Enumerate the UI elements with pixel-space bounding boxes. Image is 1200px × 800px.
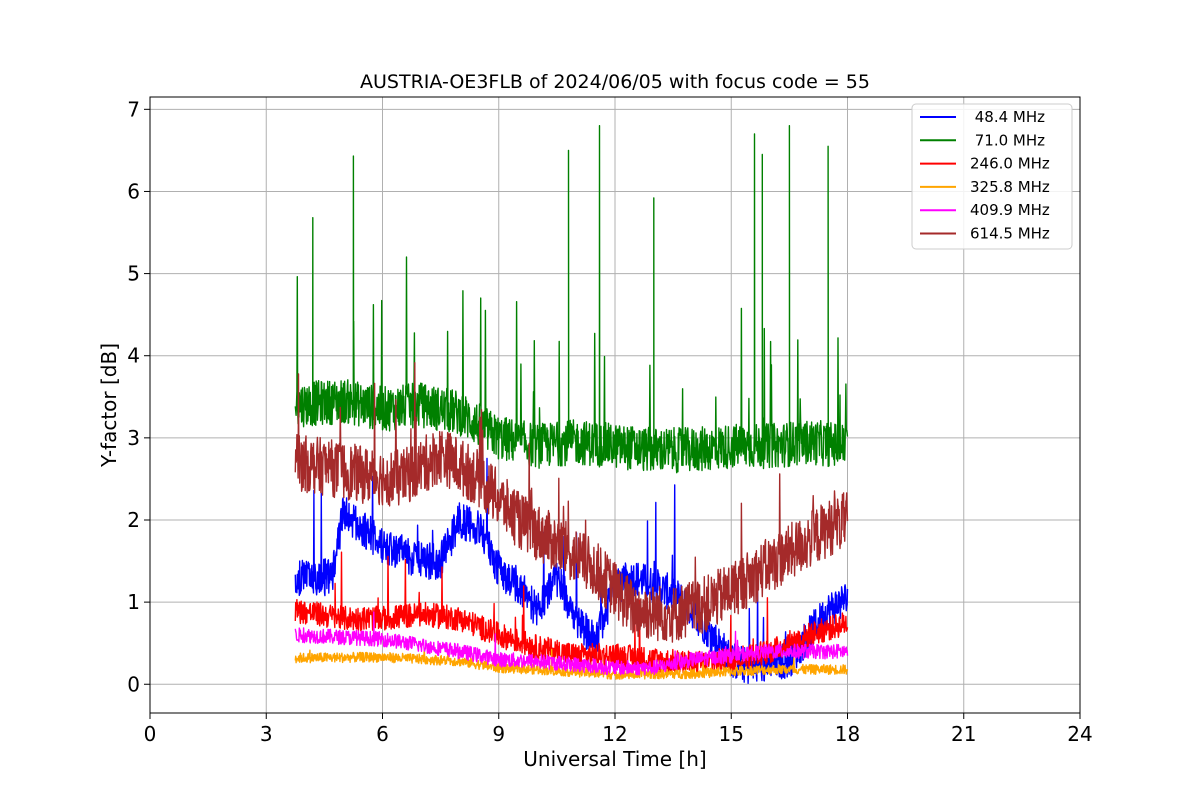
x-tick-label: 21 [951,722,976,746]
x-tick-label: 18 [835,722,860,746]
y-axis-ticks: 0 1 2 3 4 5 6 7 [127,97,150,696]
x-tick-label: 6 [376,722,389,746]
x-axis-label: Universal Time [h] [523,747,706,771]
series-line [294,611,849,676]
chart-title: AUSTRIA-OE3FLB of 2024/06/05 with focus … [360,71,870,93]
y-tick-label: 3 [127,426,140,450]
legend-label: 71.0 MHz [970,131,1045,149]
y-axis-label: Y-factor [dB] [97,343,121,468]
x-tick-label: 12 [602,722,627,746]
series-line [294,125,849,474]
x-axis-ticks: 0 3 6 9 12 15 18 21 24 [144,713,1093,746]
y-tick-label: 5 [127,262,140,286]
series-group [294,125,849,684]
x-tick-label: 15 [719,722,744,746]
y-tick-label: 2 [127,508,140,532]
x-tick-label: 3 [260,722,273,746]
legend-label: 325.8 MHz [970,178,1050,196]
y-tick-label: 1 [127,590,140,614]
series-line [294,362,849,643]
legend-label: 246.0 MHz [970,155,1050,173]
x-tick-label: 0 [144,722,157,746]
y-tick-label: 0 [127,672,140,696]
x-tick-label: 24 [1067,722,1092,746]
legend: 48.4 MHz 71.0 MHz 246.0 MHz 325.8 MHz 409.9… [911,103,1073,250]
y-tick-label: 7 [127,97,140,121]
legend-label: 614.5 MHz [970,225,1050,243]
legend-label: 409.9 MHz [970,201,1050,219]
y-tick-label: 4 [127,344,140,368]
series-line [294,648,849,680]
y-tick-label: 6 [127,179,140,203]
legend-label: 48.4 MHz [970,108,1045,126]
x-tick-label: 9 [492,722,505,746]
